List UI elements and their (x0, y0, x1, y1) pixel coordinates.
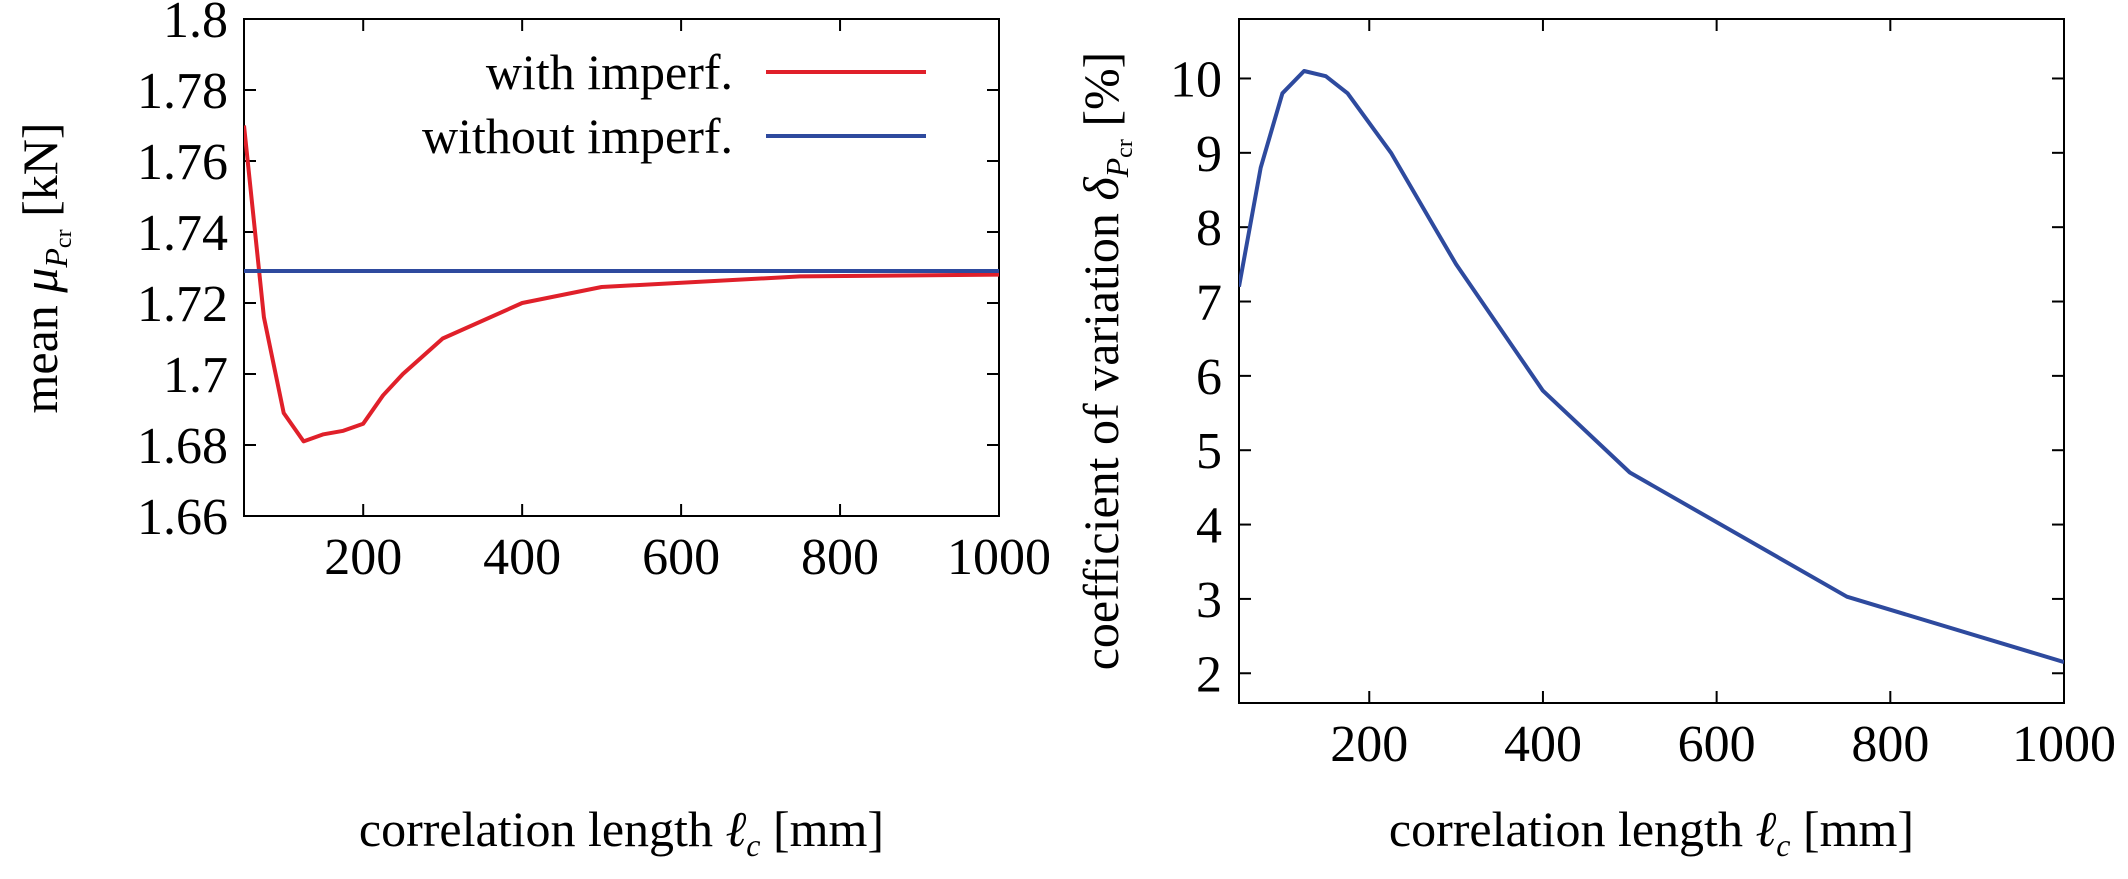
x-tick-label: 600 (642, 529, 720, 586)
legend-label: without imperf. (422, 108, 733, 164)
chart-coefficient-of-variation: 200 400 600 800 1000 2 3 4 5 6 7 8 9 10 correlation le… (1073, 18, 2116, 863)
chart-mean: 200 400 600 800 1000 1.66 1.68 1.7 1.72 1.74 1.76 1… (12, 0, 1051, 863)
y-tick-label: 2 (1196, 646, 1222, 703)
y-tick-label: 1.7 (163, 347, 228, 404)
x-tick-label: 1000 (947, 529, 1051, 586)
plot-frame (1238, 18, 2065, 704)
y-tick-label: 1.68 (137, 418, 228, 475)
y-tick-label: 7 (1196, 275, 1222, 332)
y-tick-label: 3 (1196, 572, 1222, 629)
y-tick-label: 10 (1170, 51, 1222, 108)
x-tick-label: 400 (483, 529, 561, 586)
x-axis-label: correlation length ℓc [mm] (1389, 801, 1914, 863)
y-tick-label: 1.74 (137, 205, 228, 262)
y-tick-label: 9 (1196, 126, 1222, 183)
plot-frame (243, 18, 1000, 517)
y-axis-label: mean μPcr [kN] (12, 122, 77, 413)
y-tick-label: 4 (1196, 498, 1222, 555)
y-tick-label: 1.72 (137, 276, 228, 333)
y-tick-label: 1.76 (137, 134, 228, 191)
series-line-1 (244, 125, 999, 444)
y-tick-label: 8 (1196, 200, 1222, 257)
series-line-1 (1239, 69, 2064, 665)
x-axis-label: correlation length ℓc [mm] (359, 801, 884, 863)
y-tick-label: 1.78 (137, 63, 228, 120)
y-tick-label: 6 (1196, 349, 1222, 406)
x-tick-label: 600 (1678, 716, 1756, 773)
x-tick-label: 200 (1330, 716, 1408, 773)
y-axis-label: coefficient of variation δPcr [%] (1073, 52, 1138, 671)
x-tick-label: 1000 (2012, 716, 2116, 773)
y-tick-label: 1.66 (137, 489, 228, 546)
x-tick-label: 200 (324, 529, 402, 586)
y-tick-label: 5 (1196, 423, 1222, 480)
x-tick-label: 400 (1504, 716, 1582, 773)
x-tick-label: 800 (801, 529, 879, 586)
x-tick-label: 800 (1851, 716, 1929, 773)
legend-label: with imperf. (486, 44, 733, 100)
y-tick-label: 1.8 (163, 0, 228, 49)
